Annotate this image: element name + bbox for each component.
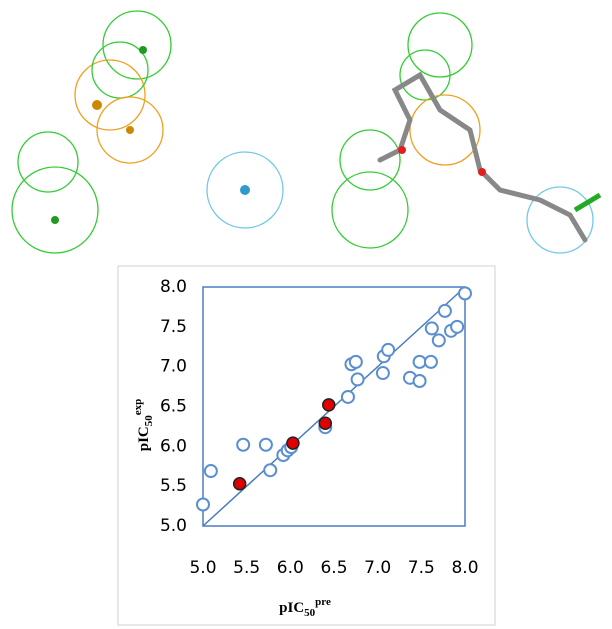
x-tick-label: 6.5 <box>320 558 347 578</box>
x-tick-label: 5.0 <box>189 558 216 578</box>
y-tick-label: 5.0 <box>160 516 187 536</box>
point <box>451 321 463 333</box>
xlabel-main: pIC <box>279 600 304 616</box>
point <box>352 373 364 385</box>
point <box>237 439 249 451</box>
point <box>205 465 217 477</box>
point <box>425 356 437 368</box>
y-tick-label: 6.5 <box>160 397 187 417</box>
point <box>323 399 335 411</box>
point <box>234 478 246 490</box>
point <box>433 334 445 346</box>
x-tick-label: 7.0 <box>364 558 391 578</box>
point <box>439 305 451 317</box>
x-tick-label: 5.5 <box>233 558 260 578</box>
pharmacophore-left <box>12 11 283 253</box>
y-tick-label: 7.0 <box>160 357 187 377</box>
xlabel-sub: 50 <box>304 607 316 619</box>
x-tick-label: 8.0 <box>451 558 478 578</box>
figure: 5.0 5.5 6.0 6.5 7.0 7.5 8.0 5.0 5.5 6.0 6.5 7.0 7.5 8… <box>0 0 612 629</box>
xlabel-sup: pre <box>315 596 331 608</box>
point <box>377 367 389 379</box>
y-tick-label: 8.0 <box>160 277 187 297</box>
point <box>350 356 362 368</box>
point <box>264 464 276 476</box>
point <box>319 417 331 429</box>
y-tick-label: 6.0 <box>160 436 187 456</box>
y-tick-label: 5.5 <box>160 476 187 496</box>
pharmacophore-right <box>332 13 600 253</box>
ylabel-sub: 50 <box>143 415 155 427</box>
y-tick-label: 7.5 <box>160 317 187 337</box>
x-tick-label: 7.5 <box>408 558 435 578</box>
point <box>382 344 394 356</box>
point <box>287 437 299 449</box>
x-tick-label: 6.0 <box>277 558 304 578</box>
point <box>197 498 209 510</box>
point <box>414 375 426 387</box>
plot: 5.0 5.5 6.0 6.5 7.0 7.5 8.0 5.0 5.5 6.0 6.5 7.0 7.5 8… <box>132 277 479 619</box>
point <box>426 322 438 334</box>
ylabel-sup: exp <box>132 399 144 416</box>
ylabel-label: pIC50exp <box>132 399 155 452</box>
point <box>414 356 426 368</box>
point <box>342 391 354 403</box>
point <box>260 439 272 451</box>
point <box>459 287 471 299</box>
ylabel-main: pIC <box>136 426 152 451</box>
xlabel-label: pIC50pre <box>279 596 331 619</box>
